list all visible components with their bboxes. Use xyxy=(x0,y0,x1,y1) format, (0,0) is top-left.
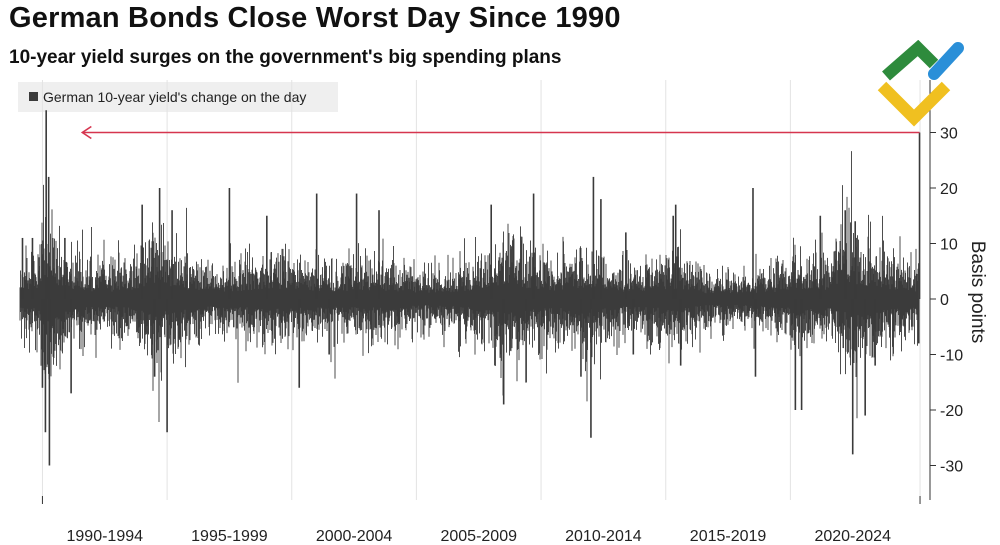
axes: 30 20 10 0 -10 -20 -30 1990-1994 1995-1999 2000-2… xyxy=(41,80,963,545)
legend-swatch xyxy=(29,92,38,101)
legend-label: German 10-year yield's change on the day xyxy=(43,89,306,105)
brand-logo-icon xyxy=(877,40,964,127)
annotation-arrow xyxy=(80,125,920,140)
legend-box xyxy=(18,82,338,112)
logo-yellow-stroke xyxy=(877,81,951,127)
x-category-label: 2000-2004 xyxy=(316,528,393,545)
y-tick-label: 30 xyxy=(940,126,958,143)
y-tick-label: -20 xyxy=(940,403,963,420)
y-tick-label: 10 xyxy=(940,237,958,254)
arrow-head xyxy=(80,125,92,140)
chart-subtitle: 10-year yield surges on the government's… xyxy=(9,47,562,68)
logo-blue-stroke xyxy=(928,42,964,80)
x-category-label: 2010-2014 xyxy=(565,528,642,545)
bar-series xyxy=(19,110,921,466)
x-category-label: 2005-2009 xyxy=(440,528,517,545)
chart-title: German Bonds Close Worst Day Since 1990 xyxy=(9,2,621,34)
x-category-label: 1990-1994 xyxy=(67,528,144,545)
y-tick-label: 20 xyxy=(940,181,958,198)
x-category-label: 1995-1999 xyxy=(191,528,268,545)
y-tick-label: -10 xyxy=(940,348,963,365)
y-tick-label: 0 xyxy=(940,292,949,309)
logo-green-stroke xyxy=(882,40,939,81)
x-category-label: 2015-2019 xyxy=(690,528,767,545)
y-axis-label: Basis points xyxy=(967,241,988,343)
y-tick-label: -30 xyxy=(940,459,963,476)
x-category-label: 2020-2024 xyxy=(814,528,891,545)
